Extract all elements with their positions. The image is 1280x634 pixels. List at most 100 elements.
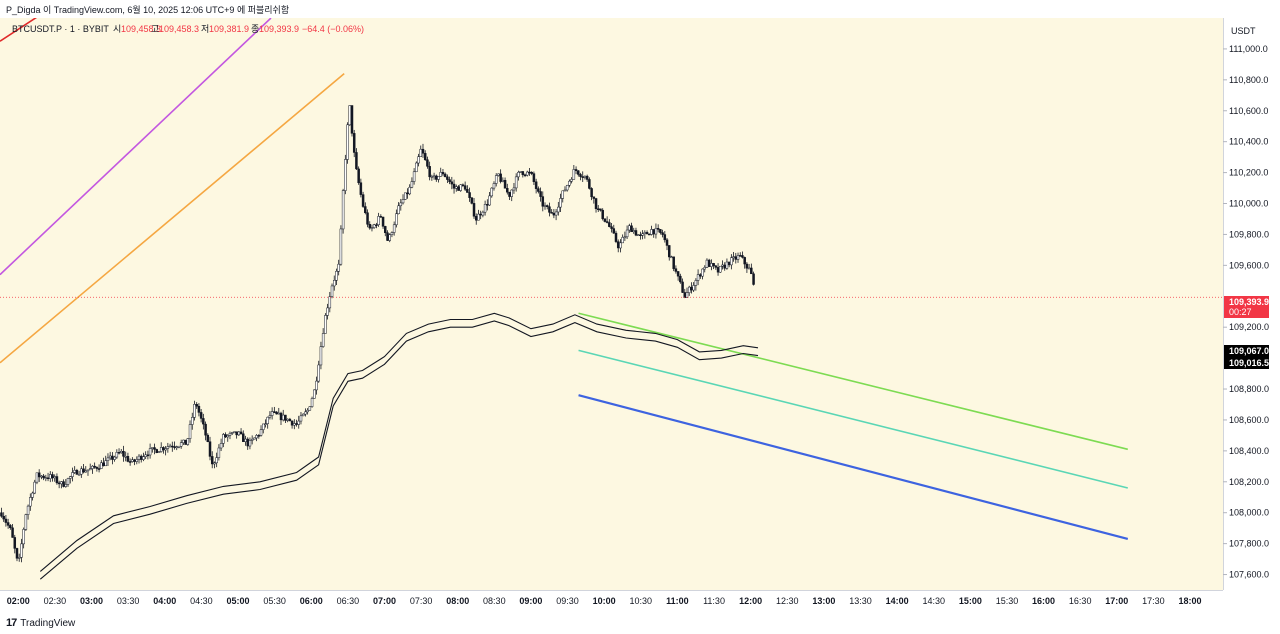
candle-body — [53, 476, 56, 479]
candle-body — [548, 206, 551, 213]
candle-body — [301, 413, 305, 417]
time-tick-label: 08:30 — [483, 596, 506, 606]
candle-body — [175, 446, 178, 449]
envelope-lower-line — [39, 320, 759, 580]
candle-body — [117, 452, 121, 454]
candle-body — [455, 186, 458, 189]
candle-body — [195, 404, 198, 407]
time-tick-label: 15:30 — [996, 596, 1019, 606]
candle-body — [577, 170, 580, 175]
candle-body — [597, 208, 600, 210]
candle-body — [379, 216, 383, 218]
price-tick-label: 108,200.0 — [1229, 477, 1269, 487]
candle-body — [330, 285, 334, 297]
symbol-label: BTCUSDT.P · 1 · BYBIT — [12, 24, 109, 34]
candle-body — [115, 452, 119, 458]
candle-body — [574, 169, 578, 171]
candle-body — [71, 472, 74, 477]
candle-body — [517, 171, 520, 178]
last-price-countdown: 00:27 — [1229, 307, 1252, 317]
candle-body — [286, 418, 289, 421]
time-tick-label: 18:00 — [1179, 596, 1202, 606]
candle-body — [73, 469, 76, 473]
candle-body — [641, 233, 644, 236]
candle-body — [306, 409, 309, 413]
candle-body — [326, 307, 329, 316]
candle-body — [550, 212, 553, 214]
candle-body — [31, 492, 34, 498]
candle-body — [743, 257, 746, 265]
envelope-upper-line — [39, 312, 759, 572]
candle-body — [665, 239, 669, 246]
candle-body — [608, 222, 611, 227]
trendline-1 — [0, 17, 272, 276]
candle-body — [488, 195, 491, 206]
candle-body — [545, 205, 549, 207]
candle-body — [357, 168, 360, 183]
time-tick-label: 05:30 — [263, 596, 286, 606]
plot-area[interactable] — [0, 18, 1223, 590]
candle-body — [714, 265, 718, 268]
candle-body — [15, 548, 19, 559]
candle-body — [450, 181, 454, 185]
candle-body — [492, 183, 496, 189]
high-value: 109,458.3 — [159, 24, 199, 34]
candle-body — [339, 228, 343, 265]
candle-body — [288, 418, 292, 422]
time-tick-label: 07:00 — [373, 596, 396, 606]
envelope-upper-value: 109,067.0 — [1229, 346, 1269, 356]
candle-body — [308, 406, 312, 411]
candle-body — [350, 105, 354, 134]
candle-body — [24, 514, 28, 530]
candle-body — [514, 176, 518, 189]
candle-body — [437, 176, 440, 180]
candle-body — [630, 225, 633, 233]
candle-body — [501, 180, 505, 182]
price-tick-label: 110,600.0 — [1229, 106, 1268, 116]
candle-body — [44, 477, 48, 479]
candle-body — [2, 515, 5, 520]
candle-body — [403, 192, 407, 200]
candle-body — [213, 462, 216, 465]
candle-body — [585, 175, 589, 180]
candle-body — [616, 241, 620, 249]
candle-body — [299, 415, 303, 422]
time-tick-label: 09:30 — [556, 596, 579, 606]
candle-body — [692, 285, 695, 291]
time-axis[interactable]: 02:00 02:30 03:00 03:30 04:00 04:30 05:00 05:30… — [7, 596, 1202, 606]
time-tick-label: 09:00 — [519, 596, 542, 606]
candle-body — [359, 182, 363, 195]
candle-body — [612, 228, 616, 234]
candle-body — [716, 267, 720, 273]
candle-body — [319, 346, 323, 366]
candle-body — [26, 505, 30, 515]
candle-body — [366, 212, 369, 225]
candle-body — [310, 398, 314, 407]
candle-body — [281, 414, 285, 421]
candle-body — [581, 176, 584, 178]
price-chart[interactable]: BTCUSDT.P · 1 · BYBIT 시 109,458.3 고 109,… — [0, 14, 1280, 614]
candle-body — [257, 435, 261, 437]
candle-body — [623, 236, 627, 239]
price-tick-label: 107,600.0 — [1229, 570, 1269, 580]
time-tick-label: 13:30 — [849, 596, 872, 606]
candle-body — [159, 447, 163, 452]
tradingview-footer[interactable]: 17 TradingView — [6, 616, 75, 630]
candle-body — [162, 447, 165, 451]
candle-body — [412, 171, 416, 182]
close-label: 종 — [251, 24, 259, 34]
candle-body — [428, 166, 431, 178]
time-tick-label: 11:30 — [703, 596, 725, 606]
candle-body — [650, 229, 653, 235]
time-tick-label: 14:30 — [922, 596, 945, 606]
candle-body — [483, 204, 487, 213]
price-axis[interactable]: USDT 111,000.0 110,800.0 110,600.0 110,400.… — [1223, 26, 1269, 580]
candle-body — [97, 468, 101, 470]
candle-body — [377, 216, 380, 226]
candle-body — [415, 162, 418, 173]
candle-body — [113, 456, 116, 460]
candle-body — [262, 423, 265, 430]
candle-body — [84, 470, 88, 473]
candle-body — [264, 423, 267, 425]
candle-body — [661, 232, 664, 235]
